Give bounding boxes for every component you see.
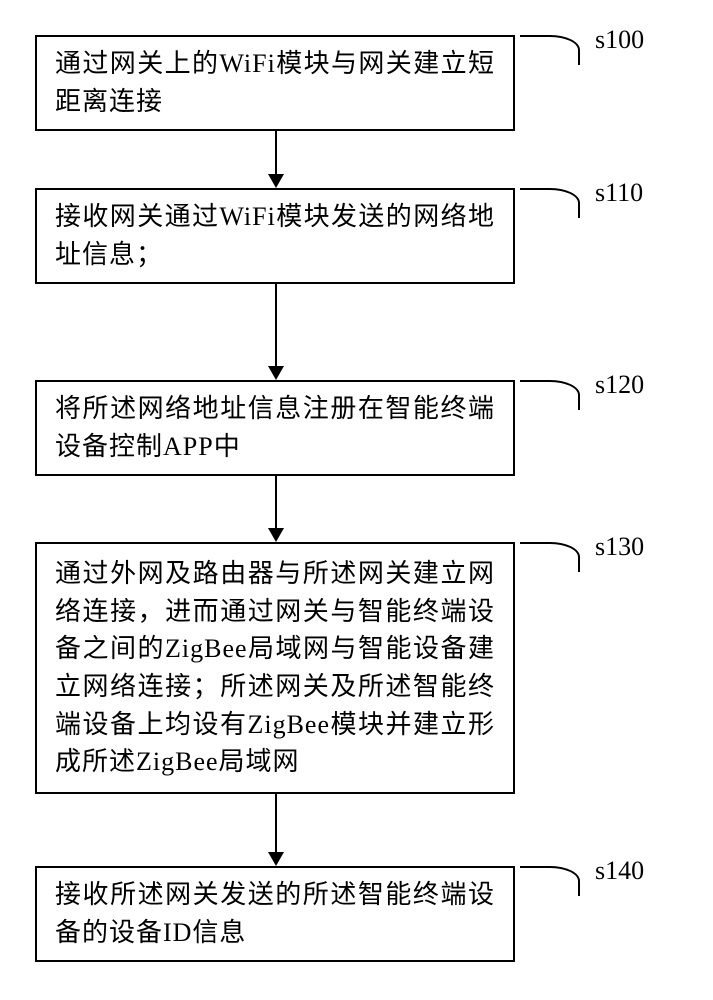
step-box-s120: 将所述网络地址信息注册在智能终端设备控制APP中 (35, 380, 515, 476)
step-text-s140: 接收所述网关发送的所述智能终端设备的设备ID信息 (55, 876, 495, 951)
step-label-s130: s130 (595, 532, 644, 562)
step-label-s100: s100 (595, 25, 644, 55)
label-connector-s120 (520, 380, 580, 410)
step-text-s110: 接收网关通过WiFi模块发送的网络地址信息； (55, 198, 495, 273)
step-box-s110: 接收网关通过WiFi模块发送的网络地址信息； (35, 188, 515, 284)
arrow-3 (275, 794, 277, 864)
arrow-0 (275, 131, 277, 186)
arrow-2 (275, 476, 277, 540)
step-label-s110: s110 (595, 178, 643, 208)
label-connector-s110 (520, 188, 580, 218)
step-box-s130: 通过外网及路由器与所述网关建立网络连接，进而通过网关与智能终端设备之间的ZigB… (35, 542, 515, 794)
step-text-s120: 将所述网络地址信息注册在智能终端设备控制APP中 (55, 390, 495, 465)
step-text-s100: 通过网关上的WiFi模块与网关建立短距离连接 (55, 45, 495, 120)
step-label-s120: s120 (595, 370, 644, 400)
step-label-s140: s140 (595, 856, 644, 886)
step-box-s100: 通过网关上的WiFi模块与网关建立短距离连接 (35, 35, 515, 131)
flowchart-container: 通过网关上的WiFi模块与网关建立短距离连接 s100 接收网关通过WiFi模块… (0, 0, 713, 1000)
label-connector-s140 (520, 866, 580, 896)
label-connector-s130 (520, 542, 580, 572)
step-box-s140: 接收所述网关发送的所述智能终端设备的设备ID信息 (35, 866, 515, 962)
label-connector-s100 (520, 35, 580, 65)
arrow-1 (275, 284, 277, 378)
step-text-s130: 通过外网及路由器与所述网关建立网络连接，进而通过网关与智能终端设备之间的ZigB… (55, 555, 495, 781)
